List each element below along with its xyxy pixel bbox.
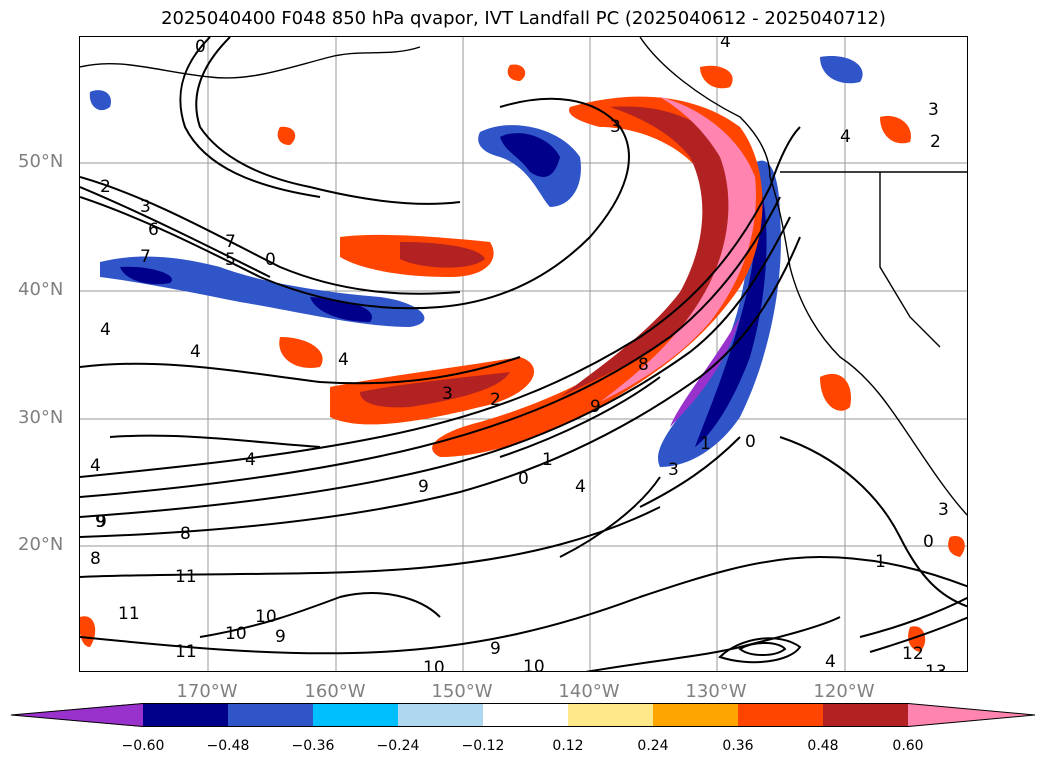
- map-canvas: 0 4 2 3 4 3 3 2 6 7 4 7 0 5 4 4 3 2 9 8 …: [80, 37, 967, 672]
- contour-label: 0: [195, 37, 206, 57]
- colorbar-tick-label: 0.24: [637, 738, 669, 754]
- contour-label: 4: [190, 342, 201, 362]
- contour-label: 3: [668, 460, 679, 480]
- contour-label: 9: [590, 397, 601, 417]
- coastline: [80, 37, 967, 516]
- longitude-label: 170°W: [176, 681, 238, 702]
- longitude-label: 160°W: [304, 681, 366, 702]
- colorbar-swatch: [143, 703, 228, 727]
- contour-label: 0: [745, 432, 756, 452]
- colorbar-tick-label: −0.12: [461, 738, 505, 754]
- contour-label: 4: [245, 450, 256, 470]
- contour-label: 9: [275, 627, 286, 647]
- contour-label: 10: [523, 657, 545, 672]
- colorbar-tick-label: −0.36: [291, 738, 335, 754]
- contour-label: 3: [140, 197, 151, 217]
- contour-label: 11: [118, 604, 140, 624]
- colorbar-swatch: [653, 703, 738, 727]
- contour-label: 6: [148, 220, 159, 240]
- latitude-label: 40°N: [18, 279, 64, 300]
- contour-label: 5: [225, 250, 236, 270]
- contour-label: 10: [225, 624, 247, 644]
- contour-label: 8: [638, 355, 649, 375]
- longitude-label: 130°W: [685, 681, 747, 702]
- ivt-contours: [80, 37, 967, 671]
- contour-label: 4: [100, 320, 111, 340]
- colorbar-tick-label: 0.36: [722, 738, 754, 754]
- contour-label: 12: [902, 644, 924, 664]
- map-panel: 0 4 2 3 4 3 3 2 6 7 4 7 0 5 4 4 3 2 9 8 …: [79, 36, 968, 672]
- colorbar-extend-high: [908, 703, 1035, 727]
- colorbar-swatch: [228, 703, 313, 727]
- colorbar: [10, 703, 1036, 727]
- contour-label: 2: [930, 132, 941, 152]
- contour-label: 3: [928, 100, 939, 120]
- contour-label: 4: [90, 456, 101, 476]
- colorbar-tick-label: 0.60: [892, 738, 924, 754]
- contour-label: 13: [925, 662, 947, 672]
- colorbar-swatch: [483, 703, 568, 727]
- contour-label: 11: [175, 567, 197, 587]
- contour-label: 8: [180, 524, 191, 544]
- contour-label: 1: [700, 434, 711, 454]
- positive-anomaly-shading: [80, 64, 965, 652]
- contour-label: 7: [140, 247, 151, 267]
- latitude-label: 20°N: [18, 534, 64, 555]
- contour-label: 3: [938, 500, 949, 520]
- contour-label: 10: [423, 658, 445, 672]
- contour-label: 9: [95, 512, 106, 532]
- colorbar-tick-label: 0.12: [552, 738, 584, 754]
- contour-label-layer: 0 4 2 3 4 3 3 2 6 7 4 7 0 5 4 4 3 2 9 8 …: [90, 37, 949, 672]
- colorbar-swatch: [313, 703, 398, 727]
- colorbar-outline: [10, 703, 1036, 727]
- contour-label: 8: [90, 549, 101, 569]
- latitude-label: 30°N: [18, 407, 64, 428]
- contour-label: 1: [875, 552, 886, 572]
- contour-label: 2: [490, 390, 501, 410]
- contour-label: 4: [720, 37, 731, 52]
- contour-label: 10: [255, 607, 277, 627]
- contour-label: 1: [542, 450, 553, 470]
- colorbar-tick-label: 0.48: [807, 738, 839, 754]
- contour-label: 4: [825, 652, 836, 672]
- colorbar-swatch: [398, 703, 483, 727]
- contour-label: 4: [338, 350, 349, 370]
- contour-label: 9: [96, 512, 107, 532]
- plot-title: 2025040400 F048 850 hPa qvapor, IVT Land…: [161, 8, 886, 29]
- colorbar-tick-label: −0.60: [121, 738, 165, 754]
- contour-label: 2: [100, 177, 111, 197]
- contour-label: 4: [840, 127, 851, 147]
- longitude-label: 140°W: [558, 681, 620, 702]
- colorbar-tick-label: −0.48: [206, 738, 250, 754]
- contour-label: 9: [490, 639, 501, 659]
- contour-label: 7: [225, 232, 236, 252]
- contour-label: 3: [610, 117, 621, 137]
- longitude-label: 120°W: [813, 681, 875, 702]
- longitude-label: 150°W: [431, 681, 493, 702]
- contour-label: 0: [923, 532, 934, 552]
- colorbar-extend-low: [10, 703, 143, 727]
- colorbar-swatch: [823, 703, 908, 727]
- contour-label: 0: [265, 250, 276, 270]
- contour-label: 0: [518, 469, 529, 489]
- contour-label: 9: [418, 477, 429, 497]
- contour-label: 4: [575, 477, 586, 497]
- latitude-label: 50°N: [18, 151, 64, 172]
- colorbar-swatch: [568, 703, 653, 727]
- contour-label: 3: [442, 384, 453, 404]
- colorbar-swatch: [738, 703, 823, 727]
- contour-label: 11: [175, 642, 197, 662]
- colorbar-tick-label: −0.24: [376, 738, 420, 754]
